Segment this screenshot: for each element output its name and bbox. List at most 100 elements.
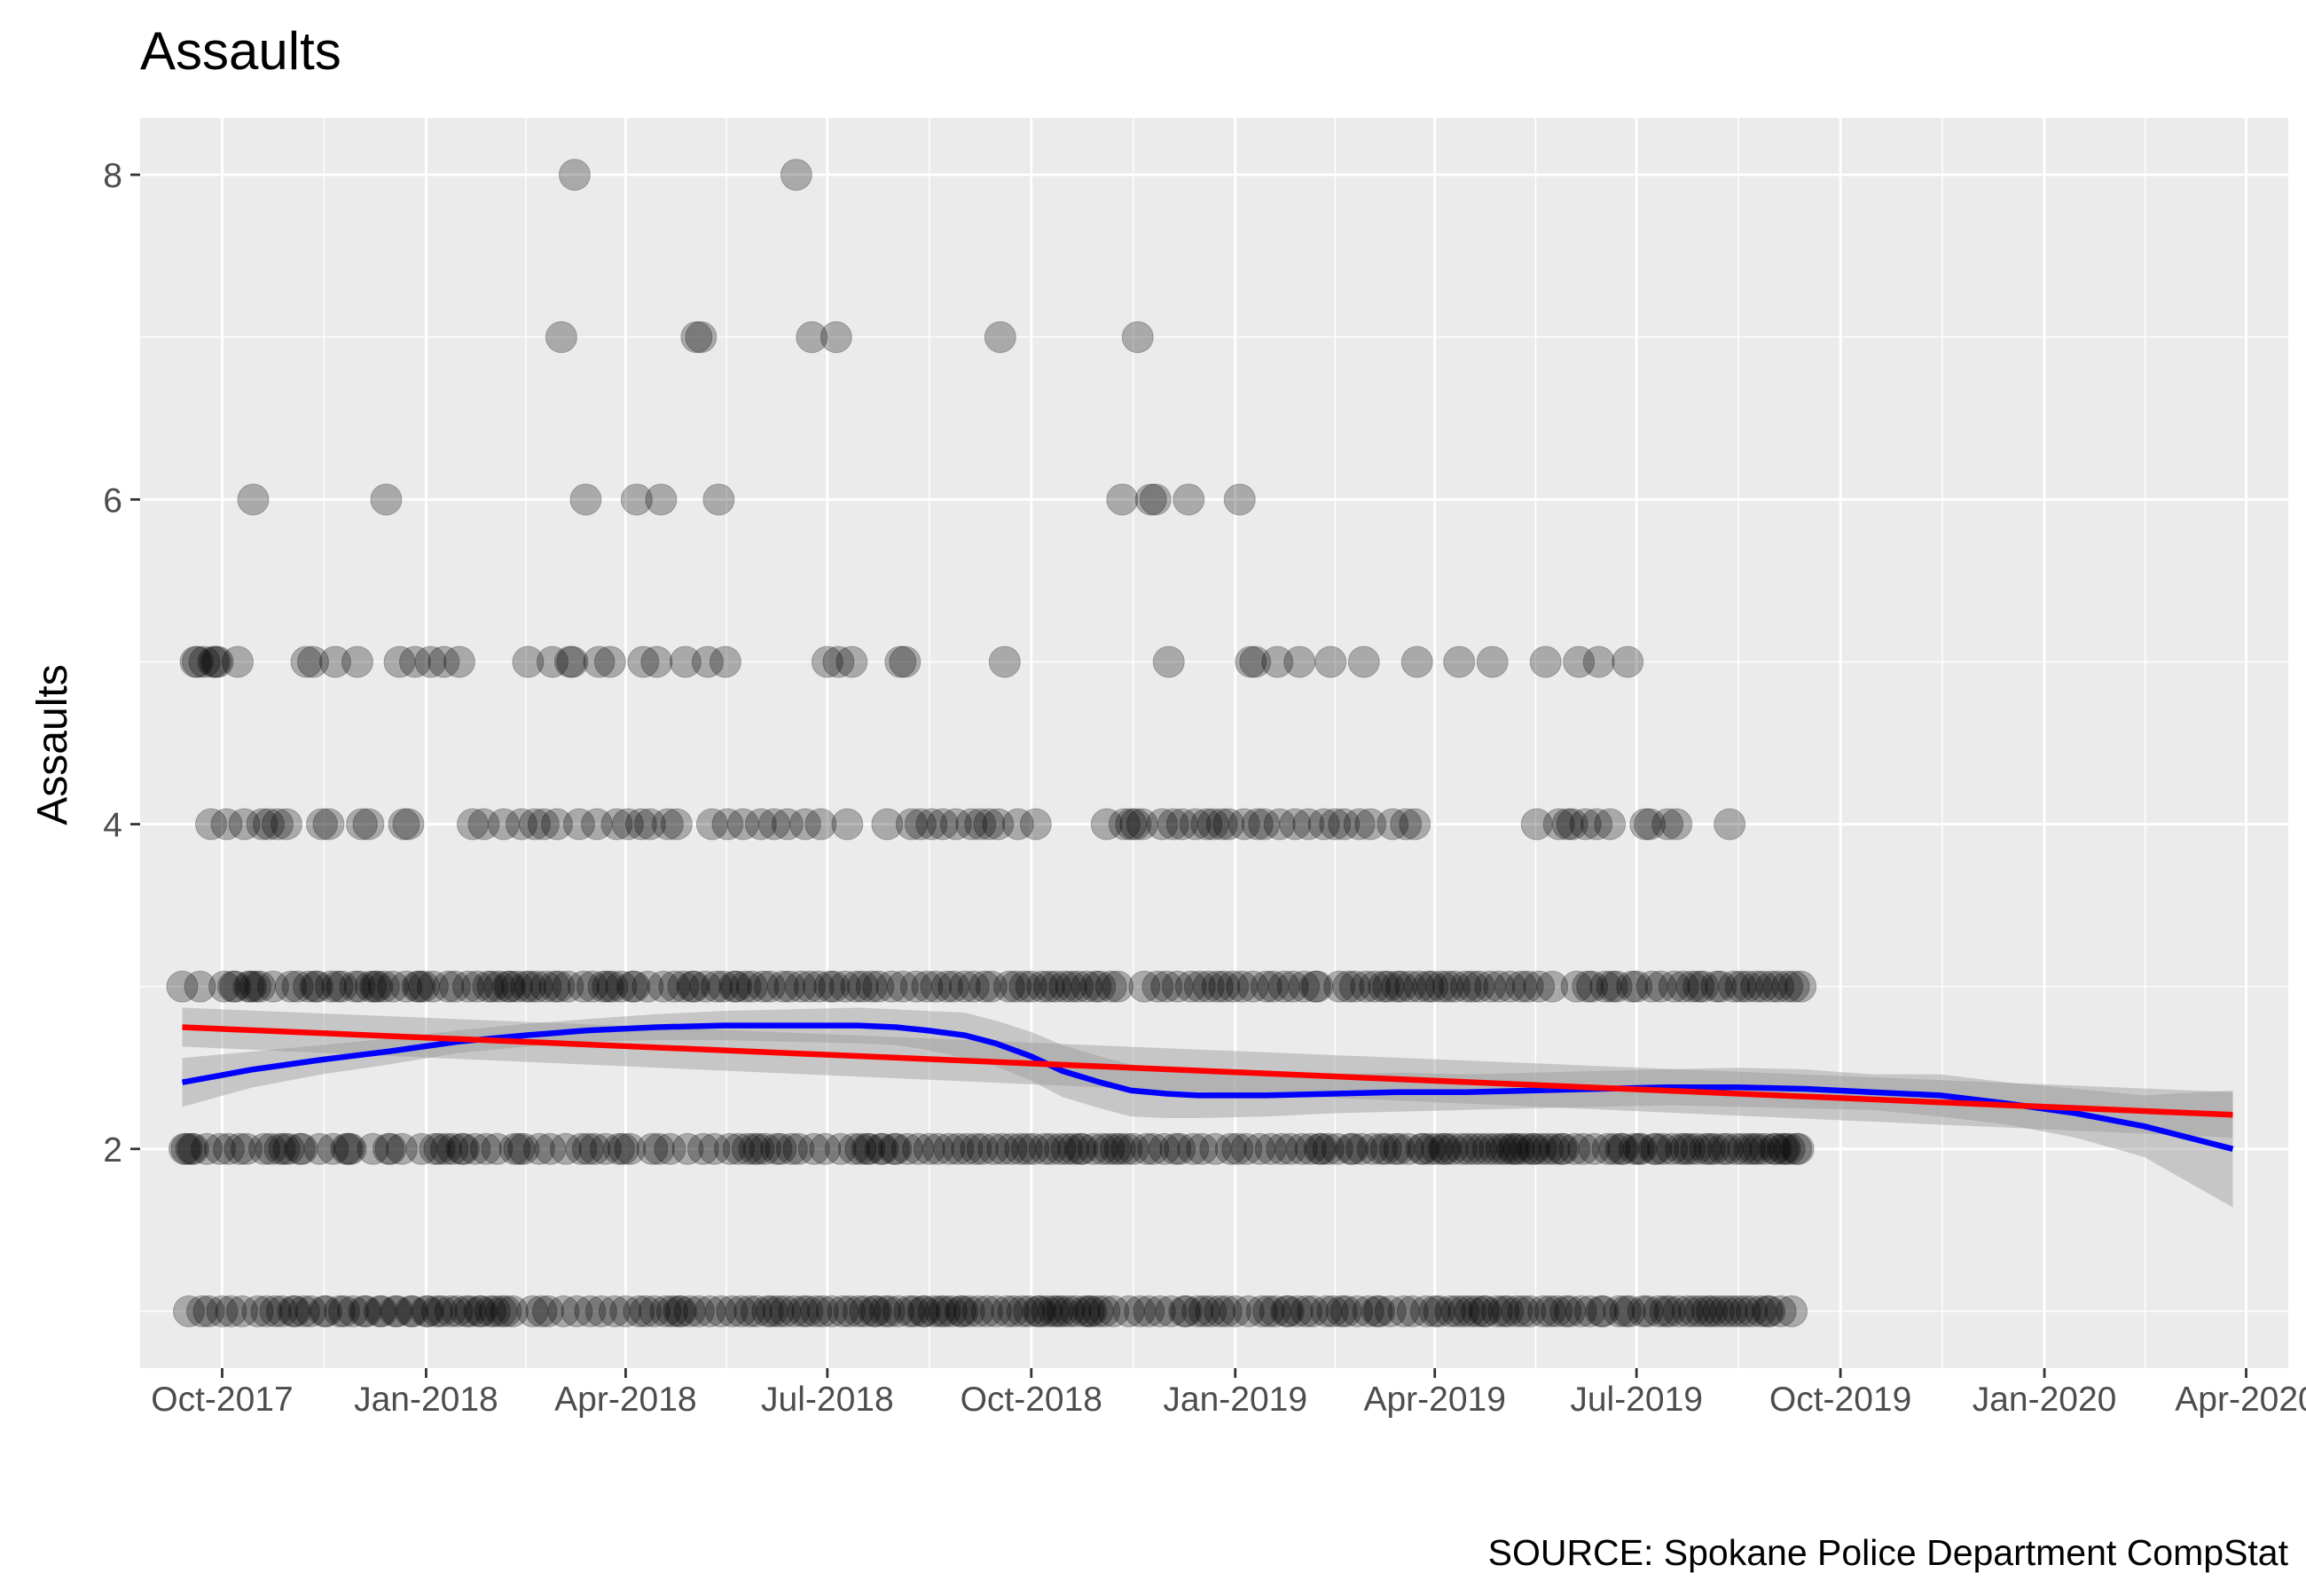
data-point (911, 970, 944, 1003)
data-point (1715, 1295, 1748, 1327)
data-point (1275, 1132, 1307, 1165)
data-point (1066, 1132, 1099, 1165)
data-point (1347, 645, 1380, 678)
data-point (529, 970, 562, 1003)
data-point (667, 970, 700, 1003)
data-point (664, 1295, 697, 1327)
data-point (1223, 483, 1256, 516)
data-point (893, 1295, 926, 1327)
data-point (1044, 1132, 1077, 1165)
data-point (1755, 970, 1788, 1003)
data-point (225, 1295, 258, 1327)
data-point (1343, 808, 1376, 841)
data-point (1230, 1132, 1263, 1165)
data-point (1651, 808, 1684, 841)
data-point (1022, 1295, 1055, 1327)
data-point (660, 808, 693, 841)
data-point (1560, 970, 1593, 1003)
data-point (1010, 1132, 1043, 1165)
data-point (725, 1295, 757, 1327)
data-point (711, 808, 744, 841)
data-point (423, 1132, 456, 1165)
data-point (1148, 1132, 1180, 1165)
data-point (757, 808, 790, 841)
data-point (443, 645, 475, 678)
x-tick-label: Jul-2018 (761, 1381, 894, 1419)
data-point (875, 970, 908, 1003)
data-point (939, 808, 972, 841)
data-point (1017, 1132, 1050, 1165)
data-point (268, 1132, 301, 1165)
data-point (1576, 970, 1609, 1003)
data-point (1075, 1295, 1108, 1327)
data-point (813, 970, 846, 1003)
data-point (716, 1295, 749, 1327)
data-point (1334, 1132, 1367, 1165)
data-point (583, 645, 616, 678)
data-point (1356, 1132, 1389, 1165)
data-point (827, 1295, 859, 1327)
data-point (1430, 1132, 1463, 1165)
data-point (323, 1295, 356, 1327)
data-point (263, 1132, 296, 1165)
data-point (172, 1295, 205, 1327)
data-point (1377, 808, 1409, 841)
data-point (593, 645, 626, 678)
data-point (1689, 1132, 1722, 1165)
data-point (1032, 970, 1065, 1003)
chart-title: Assaults (140, 21, 341, 81)
data-point (549, 1132, 582, 1165)
data-point (1702, 1295, 1735, 1327)
data-point (179, 645, 212, 678)
data-point (1691, 1295, 1724, 1327)
data-point (243, 970, 276, 1003)
data-point (1217, 970, 1250, 1003)
data-point (1312, 1132, 1345, 1165)
data-point (1137, 1132, 1170, 1165)
data-point (1063, 1132, 1096, 1165)
data-point (1693, 1132, 1726, 1165)
data-point (1037, 1295, 1070, 1327)
data-point (620, 483, 653, 516)
data-point (828, 970, 861, 1003)
data-point (935, 1295, 968, 1327)
data-point (1081, 1295, 1114, 1327)
data-point (1239, 645, 1272, 678)
data-point (343, 970, 376, 1003)
data-point (1489, 1132, 1522, 1165)
data-point (514, 970, 546, 1003)
data-point (1523, 970, 1556, 1003)
data-point (445, 1132, 478, 1165)
data-point (1152, 645, 1185, 678)
data-point (747, 970, 780, 1003)
data-point (1616, 970, 1649, 1003)
data-point (658, 970, 691, 1003)
data-point (482, 970, 515, 1003)
data-point (1665, 1132, 1698, 1165)
data-point (631, 970, 664, 1003)
data-point (370, 483, 403, 516)
data-point (1687, 970, 1720, 1003)
data-point (521, 970, 553, 1003)
data-point (1753, 1295, 1786, 1327)
data-point (602, 1132, 635, 1165)
data-point (756, 1295, 788, 1327)
data-point (571, 1132, 604, 1165)
data-point (1241, 808, 1274, 841)
data-point (726, 808, 759, 841)
data-point (1711, 1132, 1744, 1165)
data-point (481, 1132, 514, 1165)
data-point (671, 1132, 704, 1165)
data-point (1607, 1132, 1640, 1165)
data-point (1173, 483, 1205, 516)
data-point (960, 1132, 992, 1165)
data-point (1090, 808, 1123, 841)
data-point (372, 1132, 404, 1165)
data-point (663, 1295, 695, 1327)
data-point (1199, 1132, 1232, 1165)
data-point (1604, 1132, 1637, 1165)
data-point (1026, 970, 1059, 1003)
data-point (1337, 1132, 1369, 1165)
data-point (237, 483, 270, 516)
data-point (1332, 970, 1365, 1003)
